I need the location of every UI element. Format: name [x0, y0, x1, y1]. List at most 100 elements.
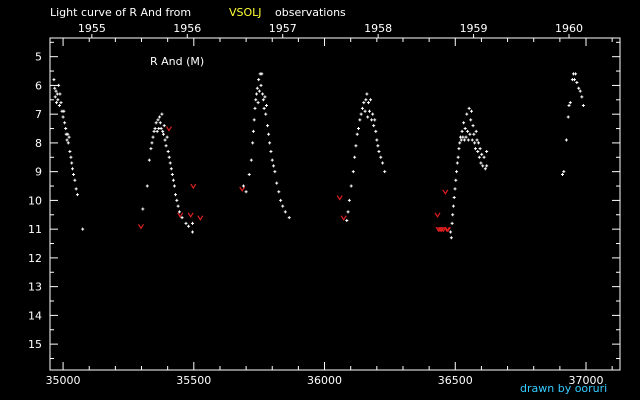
- y-tick-label: 7: [35, 108, 42, 121]
- observation-point: [251, 129, 255, 133]
- observation-point: [159, 127, 163, 131]
- observation-point: [357, 127, 361, 131]
- observation-point: [354, 144, 358, 148]
- observation-point: [473, 141, 477, 145]
- fainter-than-marker: [190, 183, 197, 190]
- observation-point: [449, 236, 453, 240]
- observation-point: [241, 184, 245, 188]
- observation-point: [244, 190, 248, 194]
- observation-point: [281, 204, 285, 208]
- observation-point: [578, 89, 582, 93]
- fainter-than-marker: [177, 212, 184, 218]
- observation-point: [81, 227, 85, 231]
- observation-point: [453, 187, 457, 191]
- observation-point: [59, 101, 63, 105]
- observation-point: [471, 124, 475, 128]
- observation-point: [457, 147, 461, 151]
- observation-point: [581, 104, 585, 108]
- observation-point: [251, 141, 255, 145]
- y-tick-label: 9: [35, 166, 42, 179]
- observation-point: [574, 72, 578, 76]
- y-tick-label: 15: [28, 338, 42, 351]
- observation-point: [70, 161, 74, 165]
- fainter-than-marker: [165, 126, 172, 132]
- year-tick-label: 1955: [78, 22, 106, 35]
- observation-point: [376, 144, 380, 148]
- observation-point: [156, 118, 160, 122]
- observation-point: [257, 78, 261, 82]
- fainter-than-marker: [340, 215, 347, 221]
- observation-point: [358, 118, 362, 122]
- observation-point: [474, 129, 478, 133]
- observation-point: [261, 92, 265, 96]
- observation-point: [370, 118, 374, 122]
- observation-point: [351, 170, 355, 174]
- observation-point: [167, 155, 171, 159]
- observation-point: [191, 221, 194, 225]
- year-tick-label: 1958: [364, 22, 392, 35]
- observation-point: [458, 141, 462, 145]
- fainter-than-marker: [137, 223, 144, 230]
- observation-point: [459, 138, 463, 142]
- observation-point: [577, 86, 581, 90]
- observation-point: [53, 86, 57, 90]
- observation-point: [279, 198, 283, 202]
- observation-point: [177, 210, 181, 214]
- fainter-than-marker: [197, 215, 204, 221]
- observation-point: [451, 204, 455, 208]
- observation-point: [191, 230, 194, 234]
- observation-point: [562, 170, 566, 174]
- x-tick-label: 37000: [569, 374, 604, 387]
- observation-point: [170, 173, 174, 177]
- fainter-than-marker: [239, 186, 246, 193]
- observation-point: [560, 173, 564, 177]
- observation-point: [254, 98, 258, 102]
- year-tick-label: 1957: [269, 22, 297, 35]
- observation-point: [485, 164, 489, 168]
- observation-point: [261, 98, 265, 102]
- observation-point: [379, 155, 383, 159]
- observation-point: [480, 152, 484, 156]
- observation-point: [66, 141, 70, 145]
- observation-point: [172, 184, 176, 188]
- observation-point: [161, 129, 165, 133]
- observation-point: [57, 83, 61, 87]
- observation-point: [147, 158, 151, 162]
- observation-point: [262, 106, 266, 110]
- observation-point: [259, 83, 263, 87]
- observation-point: [176, 204, 180, 208]
- observation-point: [69, 155, 73, 159]
- observation-point: [566, 115, 570, 119]
- fainter-than-marker: [442, 189, 449, 195]
- observation-point: [169, 167, 173, 171]
- observation-point: [55, 101, 59, 105]
- observation-point: [347, 198, 351, 202]
- observation-point: [249, 158, 253, 162]
- observation-point: [466, 129, 470, 133]
- observation-point: [366, 101, 370, 105]
- y-tick-label: 14: [28, 309, 42, 322]
- axis-tick-labels: 35000 35500 36000 36500 37000 1955 1956 1957 195…: [28, 22, 604, 387]
- observation-point: [162, 124, 166, 128]
- data-points: [52, 72, 585, 240]
- observation-point: [349, 184, 353, 188]
- observation-point: [371, 112, 375, 116]
- observation-point: [165, 135, 169, 139]
- fainter-than-marker: [187, 212, 194, 218]
- observation-point: [363, 109, 367, 113]
- observation-point: [477, 155, 481, 159]
- observation-point: [454, 178, 458, 182]
- observation-point: [455, 170, 459, 174]
- observation-point: [54, 89, 58, 93]
- observation-point: [365, 92, 369, 96]
- observation-point: [476, 150, 480, 154]
- observation-point: [346, 210, 350, 214]
- fainter-than-marker: [444, 226, 451, 233]
- observation-point: [381, 161, 385, 165]
- observation-point: [580, 95, 584, 99]
- observation-point: [70, 167, 74, 171]
- observation-point: [462, 121, 466, 125]
- plot-frame: [49, 37, 621, 371]
- observation-point: [273, 170, 277, 174]
- observation-point: [256, 101, 260, 105]
